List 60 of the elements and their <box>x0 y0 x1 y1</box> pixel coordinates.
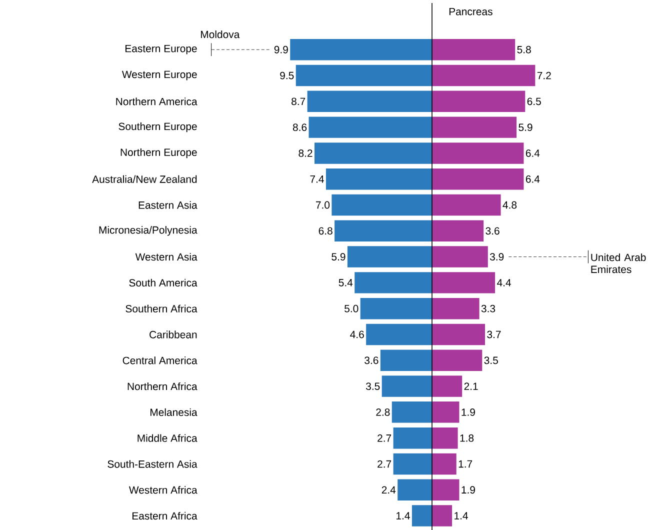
data-label: 1.8 <box>460 434 474 442</box>
y-tick-label: Southern Europe <box>118 122 197 132</box>
data-label: 6.8 <box>318 227 332 235</box>
y-tick-label: Middle Africa <box>138 434 198 442</box>
data-label: 5.9 <box>332 253 346 261</box>
data-label: 3.3 <box>481 304 496 312</box>
y-tick-label: Melanesia <box>150 408 198 416</box>
data-label: 8.6 <box>292 124 307 132</box>
data-label: 2.7 <box>378 434 392 442</box>
data-label: 6.4 <box>526 175 540 183</box>
data-label: 2.7 <box>378 460 392 468</box>
y-tick-label: South-Eastern Asia <box>108 460 198 468</box>
text: United Arab Emirates <box>591 253 646 274</box>
data-label: 4.6 <box>350 330 364 338</box>
data-label: 2.8 <box>376 408 390 416</box>
data-label: 3.9 <box>490 253 504 261</box>
text: Moldova <box>201 30 240 38</box>
data-label: 3.6 <box>364 356 378 364</box>
y-tick-label: Northern Europe <box>120 148 197 158</box>
data-label: 9.9 <box>274 46 288 54</box>
data-label: 1.9 <box>462 408 475 416</box>
data-label: 5.9 <box>518 124 532 132</box>
data-label: 5.0 <box>344 304 358 312</box>
data-label: 7.0 <box>316 201 330 209</box>
data-label: 4.8 <box>502 201 517 209</box>
data-label: 5.8 <box>517 46 531 54</box>
data-label: 9.5 <box>280 72 294 80</box>
data-label: 7.2 <box>537 72 551 80</box>
data-label: 1.4 <box>396 512 410 520</box>
data-label: 1.7 <box>458 460 472 468</box>
y-tick-label: Northern America <box>116 98 198 106</box>
y-tick-label: Western Europe <box>122 70 197 80</box>
y-tick-label: Eastern Asia <box>138 201 198 209</box>
data-label: 3.6 <box>486 227 500 235</box>
y-tick-label: South America <box>129 278 198 287</box>
y-tick-label: Central America <box>122 356 198 364</box>
chart-title: Pancreas <box>449 8 492 16</box>
data-label: 2.1 <box>464 382 478 390</box>
data-label: 8.2 <box>298 150 312 157</box>
y-tick-label: Northern Africa <box>128 382 198 390</box>
data-label: 2.4 <box>382 486 396 494</box>
y-tick-label: Australia/New Zealand <box>92 175 197 183</box>
data-label: 5.4 <box>338 279 353 286</box>
data-label: 6.5 <box>527 98 541 106</box>
data-label: 8.7 <box>292 98 306 106</box>
y-tick-label: Eastern Africa <box>132 512 198 520</box>
y-tick-label: Micronesia/Polynesia <box>99 226 198 236</box>
data-label: 6.4 <box>526 150 540 157</box>
data-label: 1.9 <box>462 486 475 494</box>
data-label: 3.5 <box>366 382 380 390</box>
y-tick-label: Eastern Europe <box>125 44 197 54</box>
y-tick-label: Caribbean <box>150 330 197 338</box>
y-tick-label: Southern Africa <box>126 304 198 312</box>
data-label: 4.4 <box>496 279 511 286</box>
y-tick-label: Western Asia <box>135 252 198 261</box>
data-label: 3.7 <box>487 330 501 338</box>
data-label: 7.4 <box>310 176 324 183</box>
y-tick-label: Western Africa <box>128 486 198 494</box>
data-label: 1.4 <box>454 512 468 520</box>
data-label: 3.5 <box>484 356 498 364</box>
